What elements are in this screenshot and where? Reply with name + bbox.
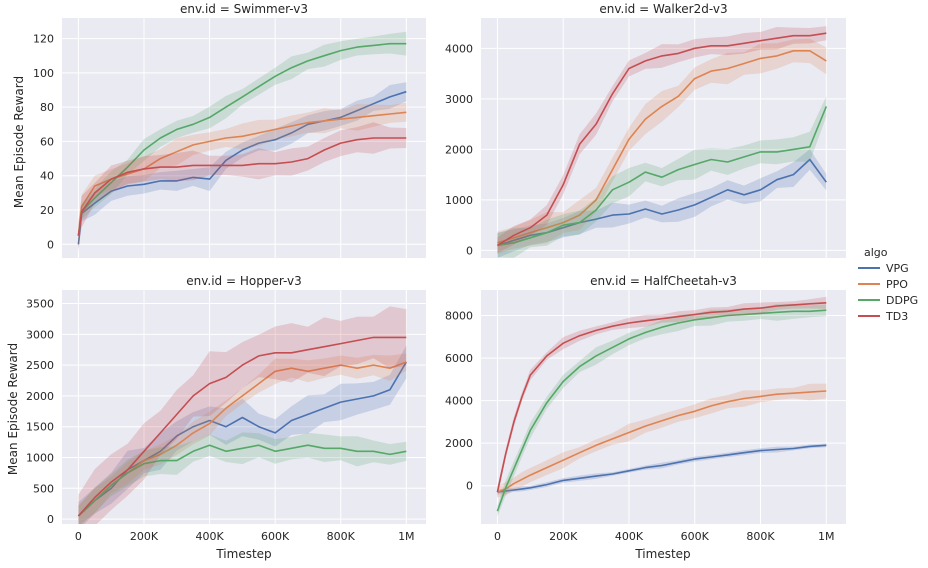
series-band-td3 <box>78 306 407 524</box>
series-line-td3 <box>77 137 407 236</box>
panel-title: env.id = Swimmer-v3 <box>180 2 308 16</box>
legend: algo VPG PPO DDPG TD3 <box>858 246 918 323</box>
y-tick-label: 1000 <box>445 194 473 207</box>
y-tick-label: 3000 <box>26 328 54 341</box>
series-group <box>77 306 407 524</box>
y-tick-label: 120 <box>33 33 54 46</box>
grid <box>481 18 846 258</box>
x-tick-label: 800K <box>327 530 356 543</box>
series-line-ppo <box>77 361 407 517</box>
series-line-td3 <box>496 302 827 493</box>
legend-entry-ddpg: DDPG <box>858 294 918 307</box>
series-band-td3 <box>497 26 827 254</box>
series-line-ddpg <box>77 444 407 517</box>
panel-hopper: env.id = Hopper-v3 0 500 1000 1500 2000 2500 3… <box>26 274 426 543</box>
y-tick-label: 2500 <box>26 359 54 372</box>
plot-area <box>62 18 426 258</box>
grid <box>481 290 846 524</box>
x-tick-label: 1M <box>818 530 835 543</box>
x-tick-label: 600K <box>261 530 290 543</box>
y-tick-label: 1000 <box>26 451 54 464</box>
legend-label: VPG <box>886 262 909 275</box>
series-band-ddpg <box>78 31 407 244</box>
legend-entry-ppo: PPO <box>858 278 908 291</box>
y-tick-label: 0 <box>47 238 54 251</box>
series-band-vpg <box>78 345 407 524</box>
x-tick-label: 400K <box>195 530 224 543</box>
x-tick-label: 800K <box>746 530 775 543</box>
panel-halfcheetah: env.id = HalfCheetah-v3 0 2000 4000 6000 800… <box>445 274 846 543</box>
legend-entry-vpg: VPG <box>858 262 909 275</box>
x-tick-label: 600K <box>681 530 710 543</box>
legend-entry-td3: TD3 <box>858 310 908 323</box>
x-tick-label: 1M <box>398 530 415 543</box>
y-tick-label: 2000 <box>26 390 54 403</box>
y-tick-label: 3500 <box>26 298 54 311</box>
series-group <box>77 31 407 252</box>
x-tick-label: 200K <box>130 530 159 543</box>
panel-title: env.id = HalfCheetah-v3 <box>590 274 737 288</box>
legend-label: TD3 <box>885 310 908 323</box>
panel-swimmer: env.id = Swimmer-v3 0 20 40 60 80 100 120 <box>33 2 426 258</box>
grid <box>62 290 426 524</box>
series-band-vpg <box>78 82 407 252</box>
y-tick-label: 0 <box>466 244 473 257</box>
y-tick-label: 80 <box>40 101 54 114</box>
series-band-ddpg <box>78 432 407 524</box>
y-tick-label: 2000 <box>445 437 473 450</box>
panel-walker2d: env.id = Walker2d-v3 0 1000 2000 3000 4000 <box>445 2 846 258</box>
legend-label: PPO <box>886 278 908 291</box>
series-line-ppo <box>497 50 827 244</box>
plot-area <box>62 290 426 524</box>
y-tick-label: 40 <box>40 170 54 183</box>
y-tick-label: 4000 <box>445 42 473 55</box>
y-tick-label: 3000 <box>445 93 473 106</box>
y-tick-label: 60 <box>40 135 54 148</box>
y-tick-label: 0 <box>47 513 54 526</box>
series-band-ppo <box>78 102 407 250</box>
series-band-ppo <box>78 353 407 524</box>
x-axis-label: Timestep <box>215 547 271 561</box>
x-tick-label: 0 <box>75 530 82 543</box>
series-line-ddpg <box>496 309 827 512</box>
series-line-vpg <box>77 90 407 245</box>
x-tick-label: 200K <box>549 530 578 543</box>
x-axis-label: Timestep <box>634 547 690 561</box>
y-axis-label: Mean Episode Reward <box>6 343 20 475</box>
panel-title: env.id = Walker2d-v3 <box>599 2 727 16</box>
y-tick-label: 2000 <box>445 143 473 156</box>
series-line-td3 <box>496 32 827 247</box>
legend-title: algo <box>864 246 888 259</box>
y-axis-label: Mean Episode Reward <box>12 76 26 208</box>
series-line-td3 <box>77 336 407 517</box>
x-tick-label: 0 <box>494 530 501 543</box>
y-tick-label: 4000 <box>445 395 473 408</box>
y-tick-label: 0 <box>466 480 473 493</box>
series-band-ppo <box>497 38 827 255</box>
y-tick-label: 6000 <box>445 352 473 365</box>
y-tick-label: 8000 <box>445 310 473 323</box>
series-line-ppo <box>497 390 827 493</box>
y-tick-label: 1500 <box>26 421 54 434</box>
series-line-ddpg <box>497 106 828 247</box>
series-band-vpg <box>497 149 827 258</box>
series-line-vpg <box>77 361 407 517</box>
x-tick-label: 400K <box>615 530 644 543</box>
panel-title: env.id = Hopper-v3 <box>186 274 302 288</box>
y-tick-label: 20 <box>40 204 54 217</box>
series-group <box>496 26 828 258</box>
series-group <box>496 296 827 517</box>
y-tick-label: 100 <box>33 67 54 80</box>
series-band-ppo <box>497 383 827 498</box>
series-line-vpg <box>497 444 827 493</box>
series-band-td3 <box>78 122 407 249</box>
legend-label: DDPG <box>886 294 918 307</box>
y-tick-label: 500 <box>33 482 54 495</box>
